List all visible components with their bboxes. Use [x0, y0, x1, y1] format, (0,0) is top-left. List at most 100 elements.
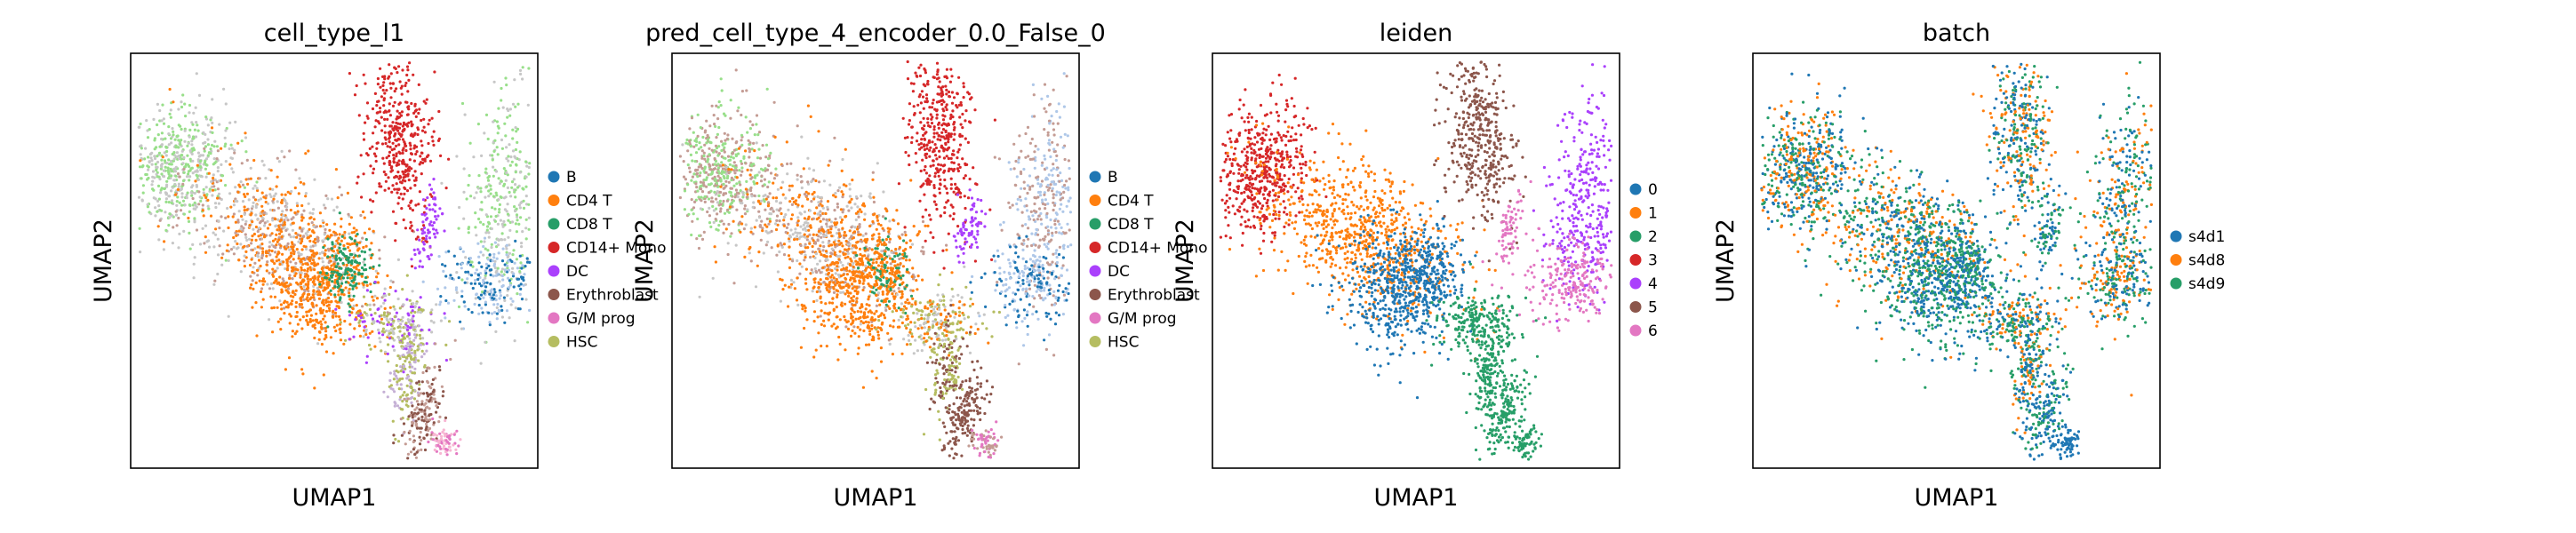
scatter-point: [446, 301, 451, 305]
scatter-point: [416, 228, 420, 232]
scatter-point: [337, 236, 340, 240]
scatter-point: [871, 261, 875, 265]
scatter-point: [176, 172, 180, 176]
scatter-point: [772, 196, 775, 200]
scatter-point: [411, 404, 414, 408]
scatter-point: [224, 160, 228, 163]
scatter-point: [428, 183, 432, 187]
scatter-point: [346, 191, 349, 195]
scatter-point: [703, 157, 707, 161]
scatter-point: [521, 230, 524, 234]
scatter-point: [173, 179, 177, 182]
scatter-point: [228, 192, 232, 195]
scatter-point: [280, 198, 284, 203]
scatter-point: [393, 124, 396, 128]
scatter-point: [778, 201, 782, 205]
scatter-point: [361, 210, 365, 214]
scatter-point: [416, 345, 420, 348]
scatter-point: [447, 250, 451, 253]
scatter-point: [486, 258, 490, 261]
scatter-point: [690, 144, 693, 147]
scatter-point: [279, 223, 283, 227]
scatter-point: [788, 188, 791, 192]
scatter-point: [829, 220, 834, 224]
scatter-point: [418, 265, 421, 268]
scatter-point: [764, 229, 768, 233]
scatter-point: [148, 160, 151, 163]
scatter-point: [432, 393, 436, 396]
scatter-point: [383, 306, 387, 310]
scatter-point: [312, 279, 316, 283]
scatter-point: [328, 309, 332, 313]
scatter-point: [524, 160, 528, 163]
scatter-point: [408, 378, 412, 382]
scatter-point: [817, 203, 821, 207]
scatter-point: [174, 213, 179, 217]
scatter-point: [236, 242, 239, 246]
scatter-point: [303, 274, 307, 278]
scatter-point: [328, 278, 332, 282]
scatter-point: [454, 448, 458, 451]
scatter-point: [395, 182, 398, 186]
scatter-point: [327, 306, 332, 310]
scatter-point: [420, 212, 424, 216]
scatter-point: [519, 201, 523, 204]
scatter-point: [323, 314, 326, 318]
scatter-point: [268, 253, 272, 257]
scatter-point: [485, 185, 489, 188]
scatter-point: [493, 266, 497, 270]
scatter-point: [204, 175, 208, 179]
scatter-point: [487, 264, 491, 267]
scatter-point: [284, 285, 287, 289]
scatter-point: [316, 262, 320, 266]
scatter-point: [416, 126, 420, 130]
scatter-point: [186, 191, 189, 195]
scatter-point: [324, 321, 327, 324]
scatter-point: [388, 150, 392, 154]
scatter-point: [176, 134, 180, 138]
scatter-point: [429, 386, 433, 390]
scatter-point: [412, 358, 416, 362]
scatter-point: [368, 307, 372, 311]
scatter-point: [268, 208, 272, 211]
scatter-point: [514, 171, 517, 174]
scatter-point: [796, 231, 800, 235]
scatter-point: [265, 254, 268, 258]
scatter-point: [391, 104, 396, 107]
scatter-point: [415, 400, 419, 403]
scatter-point: [834, 226, 837, 229]
scatter-point: [353, 239, 356, 243]
scatter-point: [360, 250, 364, 253]
scatter-point: [239, 227, 243, 231]
scatter-point: [268, 168, 271, 171]
scatter-point: [839, 208, 844, 211]
scatter-point: [806, 235, 810, 238]
scatter-point: [139, 122, 142, 126]
scatter-point: [312, 208, 316, 211]
scatter-point: [454, 286, 459, 290]
scatter-point: [833, 251, 836, 254]
scatter-point: [255, 187, 259, 190]
scatter-point: [402, 172, 405, 176]
scatter-point: [287, 276, 292, 280]
scatter-point: [885, 292, 889, 296]
scatter-point: [497, 177, 500, 180]
scatter-point: [785, 226, 789, 229]
scatter-point: [714, 184, 717, 187]
scatter-point: [873, 312, 876, 315]
scatter-point: [739, 201, 743, 205]
scatter-point: [440, 434, 444, 438]
scatter-point: [158, 145, 162, 148]
scatter-point: [890, 251, 893, 254]
scatter-point: [475, 234, 478, 237]
scatter-point: [307, 298, 310, 303]
scatter-point: [203, 194, 206, 197]
scatter-point: [243, 244, 246, 248]
scatter-point: [410, 265, 414, 268]
scatter-point: [841, 157, 844, 162]
scatter-point: [922, 252, 925, 256]
scatter-point: [401, 124, 404, 128]
scatter-point: [755, 123, 758, 126]
scatter-point: [398, 112, 402, 115]
